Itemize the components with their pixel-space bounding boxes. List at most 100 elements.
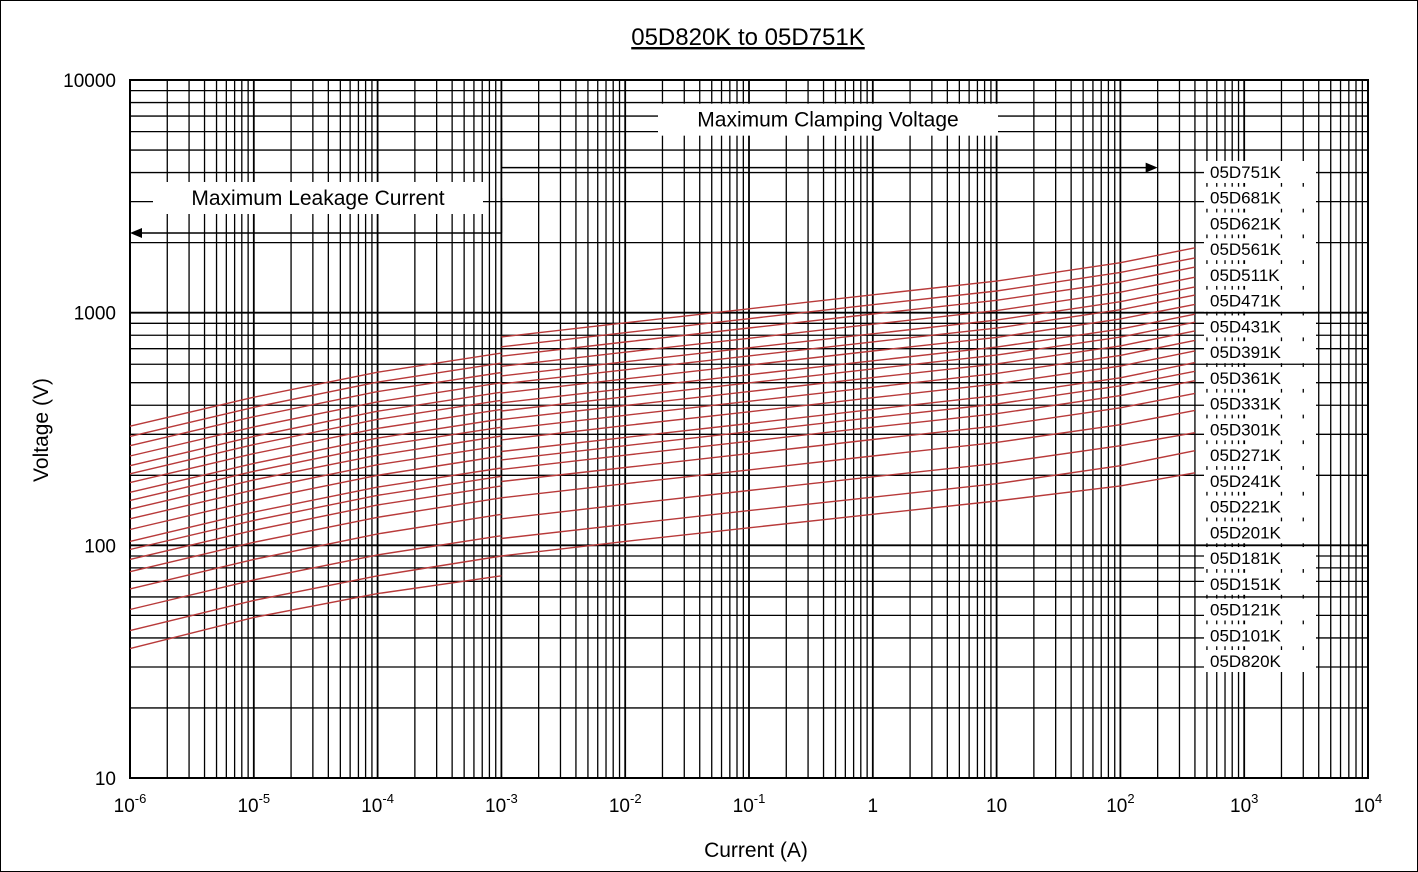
series-layer: [129, 247, 1196, 650]
clamping-arrowhead: [1145, 162, 1158, 173]
clamping-curve-05d121k: [501, 432, 1196, 520]
leakage-arrowhead: [130, 227, 142, 238]
series-labels: 05D751K 05D681K 05D621K 05D561K 05D511K 05D47…: [1204, 161, 1316, 672]
series-label-05d151k: 05D151K: [1210, 575, 1282, 594]
leakage-curve-05d511k: [129, 391, 502, 467]
series-label-05d121k: 05D121K: [1210, 601, 1282, 620]
series-label-05d391k: 05D391K: [1210, 343, 1282, 362]
clamping-curve-05d621k: [501, 266, 1196, 357]
clamping-curve-05d681k: [501, 257, 1196, 348]
leakage-curve-05d301k: [129, 445, 502, 520]
x-tick-label: 10-6: [114, 791, 147, 817]
series-label-box: [1204, 366, 1316, 389]
series-label-05d241k: 05D241K: [1210, 472, 1282, 491]
y-tick-labels: 10 100 1000 10000: [63, 71, 116, 790]
clamping-curve-05d751k: [501, 247, 1196, 338]
series-label-box: [1204, 572, 1316, 595]
series-label-box: [1204, 289, 1316, 312]
y-tick-label: 1000: [74, 304, 116, 325]
leakage-curve-05d561k: [129, 382, 502, 457]
series-label-05d301k: 05D301K: [1210, 420, 1282, 439]
leakage-curve-05d751k: [129, 352, 502, 427]
series-label-box: [1204, 495, 1316, 518]
leakage-curve-05d181k: [129, 497, 502, 573]
series-label-box: [1204, 341, 1316, 364]
leakage-curve-05d471k: [129, 399, 502, 475]
clamping-curve-05d391k: [501, 313, 1196, 404]
x-tick-label: 10-1: [733, 791, 766, 817]
x-tick-label: 1: [868, 796, 879, 817]
series-label-box: [1204, 238, 1316, 261]
leakage-curve-05d621k: [129, 371, 502, 447]
leakage-label: Maximum Leakage Current: [191, 187, 444, 210]
leakage-label-box: [153, 181, 483, 214]
series-label-05d561k: 05D561K: [1210, 240, 1282, 259]
chart-title: 05D820K to 05D751K: [631, 24, 865, 51]
series-label-05d621k: 05D621K: [1210, 214, 1282, 233]
x-axis-label: Current (A): [704, 839, 808, 862]
x-tick-label: 104: [1354, 791, 1382, 817]
series-label-05d201k: 05D201K: [1210, 523, 1282, 542]
leakage-curve-05d681k: [129, 362, 502, 438]
series-label-05d471k: 05D471K: [1210, 292, 1282, 311]
series-label-box: [1204, 650, 1316, 672]
clamping-curve-05d331k: [501, 330, 1196, 421]
series-label-box: [1204, 212, 1316, 235]
leakage-curve-05d101k: [129, 555, 502, 632]
y-tick-label: 10: [95, 769, 116, 790]
y-axis-label: Voltage (V): [30, 378, 53, 482]
x-tick-label: 103: [1230, 791, 1258, 817]
series-label-box: [1204, 418, 1316, 441]
series-label-05d181k: 05D181K: [1210, 549, 1282, 568]
series-label-05d221k: 05D221K: [1210, 498, 1282, 517]
annotations: Maximum Clamping Voltage Maximum Leakage …: [130, 103, 1158, 238]
clamping-label: Maximum Clamping Voltage: [697, 109, 958, 132]
y-tick-label: 10000: [63, 71, 116, 92]
leakage-curve-05d431k: [129, 408, 502, 484]
clamping-curve-05d181k: [501, 392, 1196, 483]
x-tick-label: 10-4: [361, 791, 394, 817]
x-tick-label: 102: [1106, 791, 1134, 817]
clamping-curve-05d301k: [501, 339, 1196, 431]
series-label-05d271k: 05D271K: [1210, 446, 1282, 465]
clamping-curve-05d471k: [501, 294, 1196, 385]
leakage-curve-05d361k: [129, 426, 502, 502]
series-label-05d511k: 05D511K: [1210, 266, 1280, 285]
series-label-05d331k: 05D331K: [1210, 395, 1282, 414]
leakage-curve-05d241k: [129, 467, 502, 543]
series-label-box: [1204, 624, 1316, 647]
series-label-box: [1204, 315, 1316, 338]
y-tick-label: 100: [84, 536, 116, 557]
series-label-05d681k: 05D681K: [1210, 189, 1282, 208]
clamping-curve-05d271k: [501, 350, 1196, 441]
x-tick-labels: 10-6 10-5 10-4 10-3 10-2 10-1 1 10 102 103 104: [114, 791, 1383, 817]
series-label-box: [1204, 392, 1316, 415]
leakage-curve-05d391k: [129, 418, 502, 493]
leakage-curve-05d121k: [129, 535, 502, 611]
series-label-box: [1204, 521, 1316, 544]
series-label-05d101k: 05D101K: [1210, 626, 1282, 645]
series-label-box: [1204, 547, 1316, 570]
x-tick-label: 10-5: [237, 791, 270, 817]
clamping-curve-05d511k: [501, 286, 1196, 377]
leakage-curve-05d331k: [129, 435, 502, 510]
leakage-curve-05d271k: [129, 455, 502, 531]
series-label-05d431k: 05D431K: [1210, 317, 1282, 336]
clamping-curve-05d221k: [501, 370, 1196, 461]
clamping-curve-05d151k: [501, 409, 1196, 499]
x-tick-label: 10-2: [609, 791, 642, 817]
series-label-box: [1204, 444, 1316, 467]
leakage-curve-05d221k: [129, 475, 502, 551]
series-label-box: [1204, 186, 1316, 209]
clamping-curve-05d101k: [501, 450, 1196, 540]
clamping-curve-05d241k: [501, 361, 1196, 453]
clamping-curve-05d201k: [501, 380, 1196, 471]
series-label-box: [1204, 263, 1316, 286]
series-label-box: [1204, 469, 1316, 492]
clamping-curve-05d820k: [501, 472, 1196, 557]
series-label-05d820k: 05D820K: [1210, 652, 1282, 671]
x-tick-label: 10: [986, 796, 1007, 817]
clamping-curve-05d561k: [501, 276, 1196, 367]
series-label-05d361k: 05D361K: [1210, 369, 1282, 388]
